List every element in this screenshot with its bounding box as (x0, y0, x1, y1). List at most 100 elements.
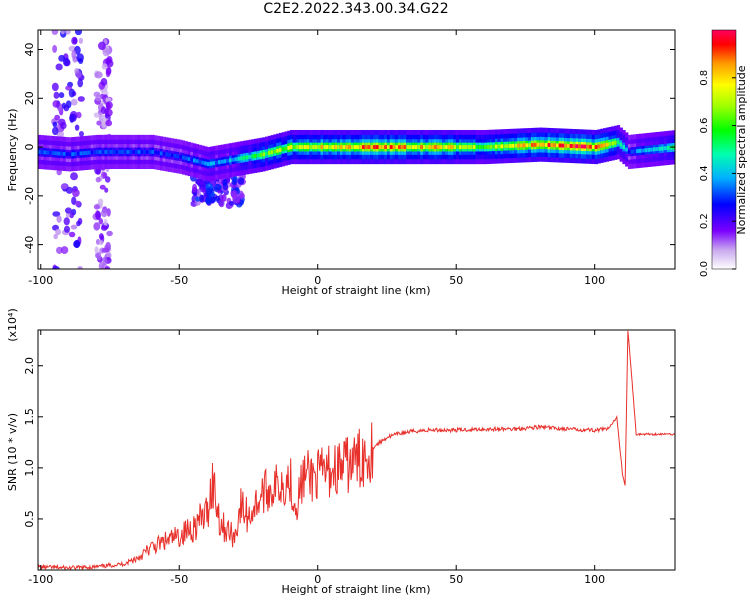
spectrogram-ridge-cell (179, 154, 183, 159)
spectrogram-ridge-cell (54, 151, 58, 156)
x-tick-label: 0 (314, 573, 321, 586)
spectrogram-speckle (70, 224, 78, 230)
spectrogram-speckle (195, 196, 201, 202)
spectrogram-speckle (58, 92, 65, 99)
spectrogram-speckle (53, 91, 60, 99)
spectrogram-ridge-cell (608, 142, 612, 146)
colorbar-ticks: 0.0 0.2 0.4 0.6 0.8 (699, 70, 736, 277)
spectrogram-speckle (105, 119, 113, 127)
spectrogram-ridge-cell (519, 143, 524, 148)
spectrogram-speckle (106, 208, 111, 217)
spectrogram-speckle (101, 121, 107, 129)
spectrogram-ridge-cell (331, 145, 335, 150)
spectrogram-ridge-cell (132, 149, 136, 154)
spectrogram-ridge-cell (561, 143, 565, 148)
spectrogram-ridge-cell (193, 158, 197, 163)
spectrogram-ridge-cell (362, 145, 366, 150)
spectrogram-ridge-cell (298, 145, 302, 150)
spectrogram-ridge-cell (616, 140, 621, 145)
spectrogram-ridge-cell (353, 145, 357, 150)
spectrogram-speckle (77, 266, 83, 269)
spectrogram-speckle (77, 96, 85, 102)
spectrogram-ridge-cell (439, 145, 443, 150)
spectrogram-speckle (52, 266, 60, 269)
spectrogram-speckle (196, 188, 201, 198)
spectrogram-speckle (104, 176, 111, 183)
spectrogram-speckle (61, 183, 68, 190)
spectrogram-ridge-cell (398, 145, 402, 150)
spectrogram-ridge-cell (334, 145, 338, 150)
spectrogram-ridge-cell (240, 156, 244, 161)
spectrogram-ridge-cell (650, 147, 654, 152)
spectrogram-ridge-cell (112, 149, 117, 154)
spectrogram-ridge-cell (82, 151, 86, 156)
colorbar-tick-label: 0.4 (699, 165, 710, 181)
spectrogram-speckle (104, 112, 109, 119)
y-tick-label: -40 (23, 236, 36, 254)
spectrogram-speckle (64, 207, 72, 214)
spectrogram-ridge-cell (339, 145, 344, 150)
spectrogram-ridge-cell (350, 145, 355, 150)
spectrogram-ridge-cell (342, 145, 346, 150)
spectrogram-heatmap (38, 30, 675, 269)
spectrogram-ridge-cell (267, 150, 272, 155)
spectrogram-ridge-cell (259, 152, 263, 157)
spectrogram-ridge-cell (386, 145, 391, 150)
spectrogram-ridge-cell (218, 160, 222, 165)
spectrogram-ridge-cell (38, 149, 42, 154)
spectrogram-speckle (199, 194, 204, 203)
spectrogram-ridge-cell (627, 149, 632, 154)
spectrogram-speckle (105, 101, 113, 110)
spectrogram-speckle (71, 50, 77, 59)
spectrogram-ridge-cell (237, 156, 241, 161)
snr-x-ticks: -100 -50 0 50 100 (28, 330, 605, 586)
spectrogram-ridge-cell (134, 149, 139, 154)
snr-series-line (38, 330, 675, 570)
colorbar-tick-label: 0.0 (699, 261, 710, 277)
spectrogram-ridge-cell (317, 145, 321, 150)
spectrogram-ridge-cell (242, 155, 247, 160)
spectrogram-speckle (70, 172, 78, 181)
spectrogram-ridge-cell (292, 145, 297, 150)
spectrogram-ridge-cell (43, 150, 47, 155)
spectrogram-ridge-cell (458, 145, 463, 150)
spectrogram-ridge-cell (381, 145, 385, 150)
spectrogram-ridge-cell (46, 150, 50, 155)
spectrogram-speckle (73, 239, 80, 249)
spectrogram-speckle (71, 36, 78, 45)
spectrogram-ridge-cell (619, 142, 623, 147)
spectrogram-ridge-cell (497, 144, 502, 149)
spectrogram-ridge-cell (594, 145, 598, 150)
spectrogram-ridge-cell (281, 147, 285, 152)
spectrogram-speckle (96, 251, 102, 261)
spectrogram-ridge-cell (503, 144, 507, 149)
spectrogram-ridge-cell (303, 145, 308, 150)
snr-y-axis-label: SNR (10 * v/v) (6, 413, 19, 491)
spectrogram-speckle (69, 212, 75, 219)
spectrogram-ridge-cell (290, 145, 294, 150)
spectrogram-ridge-cell (326, 145, 330, 150)
spectrogram-ridge-cell (62, 151, 67, 156)
colorbar-gradient (711, 29, 737, 270)
spectrogram-ridge-cell (663, 146, 668, 151)
spectrogram-ridge-cell (209, 161, 213, 166)
y-tick-label: 0.5 (23, 510, 36, 528)
spectrogram-speckle (52, 121, 58, 128)
spectrogram-ridge-cell (306, 145, 310, 150)
spectrogram-ridge-cell (104, 149, 108, 154)
x-tick-label: -50 (170, 573, 188, 586)
spectrogram-y-axis-label: Frequency (Hz) (6, 109, 19, 192)
spectrogram-ridge-cell (229, 158, 233, 163)
spectrogram-ridge-cell (483, 145, 488, 150)
spectrogram-ridge-cell (182, 155, 186, 160)
spectrogram-ridge-cell (345, 145, 349, 150)
spectrogram-ridge-cell (140, 149, 144, 154)
spectrogram-speckle (98, 218, 104, 225)
spectrogram-speckle (65, 30, 71, 35)
spectrogram-ridge-cell (450, 145, 454, 150)
spectrogram-speckle (56, 215, 62, 223)
spectrogram-speckle (52, 100, 60, 108)
spectrogram-ridge-cell (517, 143, 521, 148)
colorbar: 0.0 0.2 0.4 0.6 0.8 Normalized spectral ampl… (699, 29, 748, 277)
spectrogram-ridge-cell (143, 149, 147, 154)
